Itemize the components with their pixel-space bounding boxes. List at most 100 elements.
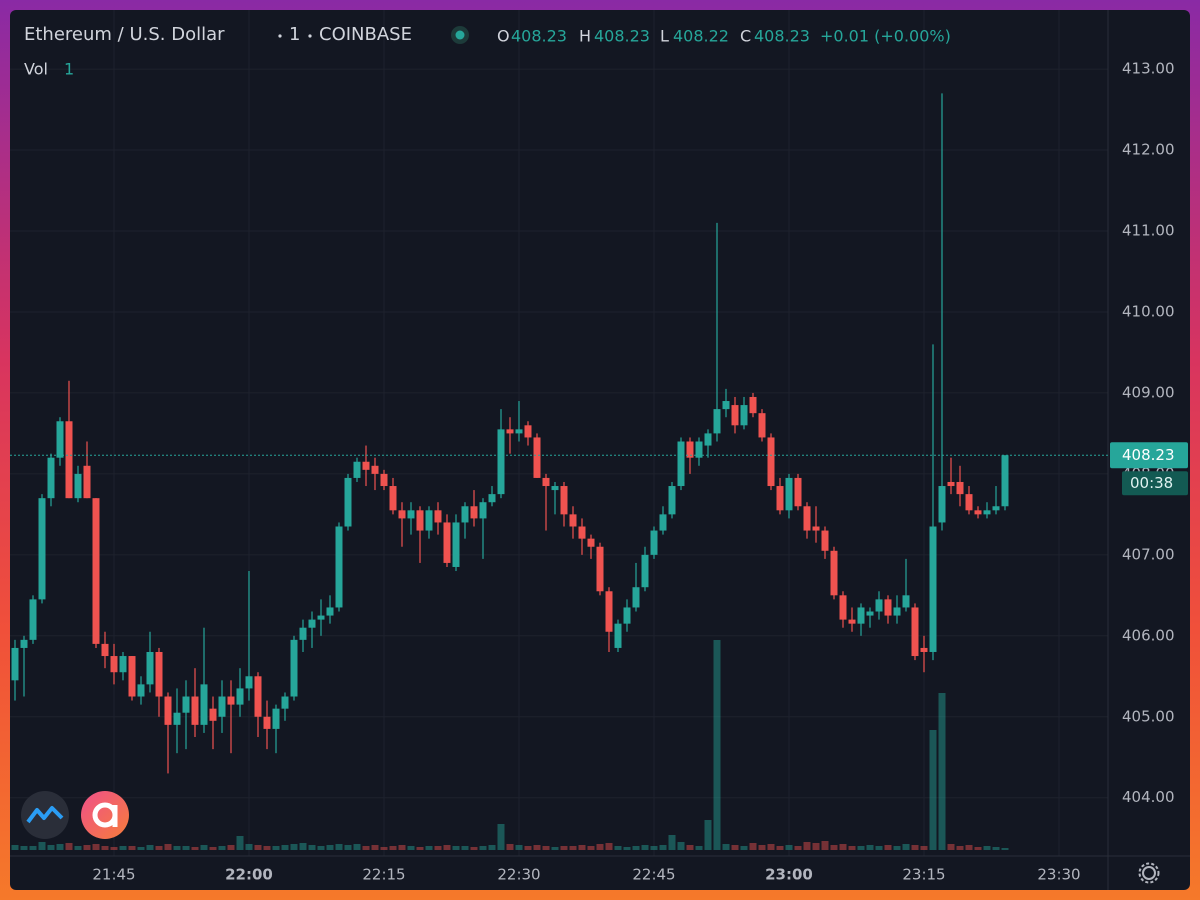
volume-bar	[1001, 848, 1009, 850]
candle-body	[47, 457, 55, 499]
candle-body	[506, 429, 514, 434]
candle-body	[434, 510, 442, 523]
volume-bar	[560, 846, 568, 850]
legend-o: 408.23	[511, 27, 567, 46]
y-tick-label: 407.00	[1122, 545, 1175, 563]
settings-gear[interactable]	[1138, 862, 1160, 884]
candle-body	[929, 526, 937, 652]
legend-l: 408.22	[673, 27, 729, 46]
candle-body	[290, 639, 298, 697]
gear-teeth	[1138, 862, 1160, 884]
candle-body	[164, 696, 172, 725]
candle-body	[785, 477, 793, 511]
volume-bar	[731, 845, 739, 850]
volume-bar	[596, 844, 604, 850]
status-dot	[455, 30, 465, 40]
symbol-title: Ethereum / U.S. Dollar	[24, 24, 225, 45]
volume-bar	[65, 843, 73, 850]
candle-body	[425, 510, 433, 531]
volume-bar	[146, 845, 154, 850]
volume-bar	[632, 846, 640, 850]
candle-body	[569, 514, 577, 527]
volume-bar	[227, 845, 235, 850]
legend-l-label: L	[660, 27, 669, 46]
volume-bar	[353, 844, 361, 850]
volume-bar	[155, 846, 163, 850]
candle-body	[677, 441, 685, 487]
candle-body	[614, 623, 622, 648]
y-tick-label: 405.00	[1122, 707, 1175, 725]
candle-body	[632, 587, 640, 608]
volume-bar	[119, 846, 127, 850]
candle-body	[920, 647, 928, 652]
candle-body	[515, 429, 523, 434]
legend-o-label: O	[497, 27, 510, 46]
volume-bar	[614, 846, 622, 850]
candle-body	[497, 429, 505, 495]
volume-bar	[929, 730, 937, 850]
candle-body	[398, 510, 406, 519]
candle-body	[560, 486, 568, 515]
candle-body	[623, 607, 631, 624]
candle-body	[56, 421, 64, 458]
candle-body	[407, 510, 415, 519]
volume-bar	[191, 847, 199, 850]
candle-body	[956, 481, 964, 495]
volume-bar	[713, 640, 721, 850]
volume-bar	[965, 845, 973, 850]
volume-bar	[452, 846, 460, 850]
gear	[1142, 866, 1156, 880]
volume-bar	[137, 847, 145, 850]
candle-body	[767, 437, 775, 487]
candle-body	[443, 522, 451, 563]
volume-bar	[254, 845, 262, 850]
volume-bar	[533, 845, 541, 850]
volume-bar	[983, 846, 991, 850]
volume-bar	[569, 846, 577, 850]
app-icon[interactable]	[81, 791, 129, 839]
candle-body	[146, 651, 154, 685]
candle-body	[848, 619, 856, 624]
candle-body	[947, 481, 955, 487]
candle-body	[1001, 455, 1009, 507]
volume-bar	[101, 846, 109, 850]
candle-body	[218, 696, 226, 717]
candle-body	[74, 473, 82, 499]
candle-body	[776, 486, 784, 511]
candle-body	[731, 405, 739, 426]
candle-body	[902, 595, 910, 608]
volume-bar	[380, 847, 388, 850]
candle-body	[209, 708, 217, 721]
volume-bar	[830, 845, 838, 850]
candle-body	[722, 401, 730, 410]
x-tick-label: 22:00	[225, 866, 273, 884]
volume-bar	[173, 846, 181, 850]
separator	[278, 34, 282, 38]
volume-bar	[92, 844, 100, 850]
volume-bar	[38, 842, 46, 850]
app-icon[interactable]	[21, 791, 69, 839]
volume-bar	[362, 846, 370, 850]
candle-body	[587, 538, 595, 547]
candle-body	[488, 494, 496, 503]
volume-bar	[722, 844, 730, 850]
candle-body	[857, 607, 865, 624]
candle-body	[866, 611, 874, 616]
volume-bar	[884, 845, 892, 850]
candle-body	[155, 651, 163, 697]
volume-bar	[551, 847, 559, 850]
volume-bar	[497, 824, 505, 850]
candle-body	[236, 688, 244, 705]
y-tick-label: 410.00	[1122, 302, 1175, 320]
volume-bar	[659, 845, 667, 850]
candle-body	[20, 639, 28, 648]
volume-bar	[839, 844, 847, 850]
candle-body	[353, 461, 361, 478]
volume-bar	[515, 845, 523, 850]
candle-body	[299, 627, 307, 640]
candle-body	[416, 510, 424, 531]
candle-body	[938, 486, 946, 523]
candle-body	[245, 676, 253, 689]
y-tick-label: 404.00	[1122, 788, 1175, 806]
